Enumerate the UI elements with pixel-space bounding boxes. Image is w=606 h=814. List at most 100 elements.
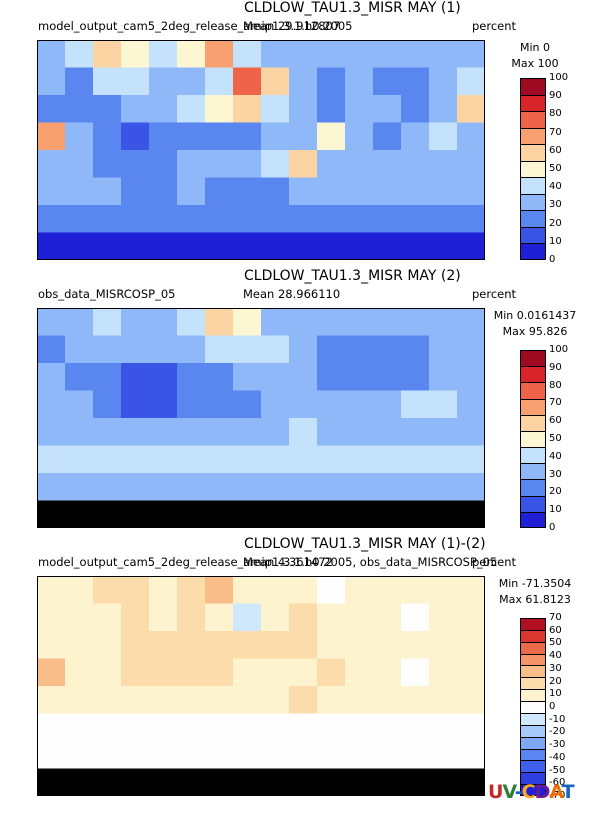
- units-label: percent: [472, 287, 517, 301]
- max-label: Max 61.8123: [499, 593, 571, 606]
- heatmap-cell: [37, 658, 66, 687]
- heatmap-cell: [121, 67, 150, 96]
- logo-letter: U: [488, 781, 503, 803]
- logo-letter: A: [549, 781, 562, 803]
- heatmap-cell: [37, 40, 66, 69]
- heatmap-cell: [205, 40, 234, 69]
- heatmap-cell: [401, 500, 430, 528]
- colorbar-swatch: [520, 479, 546, 497]
- heatmap-cell: [37, 232, 66, 260]
- heatmap-cell: [149, 686, 178, 715]
- colorbar-tick-label: -60: [549, 777, 566, 789]
- heatmap-cell: [65, 768, 94, 796]
- colorbar-swatch: [520, 618, 546, 631]
- heatmap-cell: [289, 335, 318, 364]
- heatmap-cell: [37, 768, 66, 796]
- heatmap-cell: [317, 390, 346, 419]
- colorbar-swatch: [520, 430, 546, 448]
- heatmap-cell: [317, 205, 346, 234]
- heatmap-cell: [93, 335, 122, 364]
- heatmap-cell: [289, 390, 318, 419]
- colorbar-tick-label: 50: [549, 163, 562, 174]
- heatmap-cell: [93, 67, 122, 96]
- colorbar-swatch: [520, 724, 546, 738]
- heatmap-cell: [233, 603, 262, 632]
- heatmap-cell: [93, 177, 122, 206]
- colorbar-swatch: [520, 760, 546, 773]
- heatmap-cell: [233, 713, 262, 742]
- colorbar-swatch: [520, 94, 546, 112]
- heatmap-cell: [177, 445, 206, 474]
- heatmap-cell: [289, 232, 318, 260]
- heatmap-cell: [345, 232, 374, 260]
- heatmap-cell: [149, 308, 178, 337]
- heatmap-cell: [233, 67, 262, 96]
- heatmap-cell: [261, 40, 290, 69]
- colorbar-tick-label: 20: [549, 217, 562, 229]
- colorbar-swatch: [520, 414, 546, 432]
- heatmap-cell: [401, 40, 430, 69]
- heatmap-cell: [177, 631, 206, 660]
- heatmap-cell: [401, 445, 430, 474]
- heatmap-cell: [149, 177, 178, 206]
- heatmap-cell: [317, 335, 346, 364]
- heatmap-cell: [93, 631, 122, 660]
- colorbar-tick-label: 20: [549, 675, 562, 687]
- dataset-label: model_output_cam5_2deg_release_amip1.3.1…: [38, 19, 353, 33]
- colorbar-tick-label: 40: [549, 450, 562, 462]
- min-label: Min 0: [519, 41, 550, 54]
- heatmap-cell: [401, 576, 430, 605]
- heatmap-cell: [177, 500, 206, 528]
- heatmap-cell: [205, 631, 234, 660]
- heatmap-cell: [149, 741, 178, 770]
- heatmap-cell: [289, 445, 318, 474]
- colorbar-tick-label: 90: [549, 90, 562, 102]
- colorbar-swatch: [520, 193, 546, 211]
- heatmap-cell: [233, 418, 262, 447]
- heatmap-cell: [233, 445, 262, 474]
- colorbar-swatch: [520, 160, 546, 178]
- heatmap-cell: [121, 150, 150, 179]
- heatmap-cell: [373, 473, 402, 502]
- heatmap-cell: [401, 686, 430, 715]
- heatmap-cell: [149, 150, 178, 179]
- heatmap-cell: [177, 95, 206, 124]
- max-label: Max 95.826: [502, 325, 568, 338]
- heatmap-cell: [261, 150, 290, 179]
- heatmap-cell: [261, 390, 290, 419]
- heatmap-cell: [65, 576, 94, 605]
- heatmap-cell: [345, 631, 374, 660]
- heatmap-cell: [401, 603, 430, 632]
- heatmap-cell: [205, 686, 234, 715]
- heatmap-cell: [65, 150, 94, 179]
- heatmap-cell: [457, 500, 485, 528]
- heatmap-cell: [457, 308, 485, 337]
- colorbar-tick-label: 90: [549, 361, 562, 373]
- heatmap-cell: [121, 177, 150, 206]
- colorbar-tick-label: 80: [549, 379, 562, 391]
- heatmap-cell: [261, 473, 290, 502]
- heatmap-cell: [93, 603, 122, 632]
- heatmap-cell: [121, 418, 150, 447]
- heatmap-cell: [401, 363, 430, 392]
- heatmap-cell: [401, 418, 430, 447]
- heatmap-cell: [317, 363, 346, 392]
- heatmap-cell: [289, 473, 318, 502]
- heatmap-cell: [289, 122, 318, 151]
- heatmap-cell: [37, 308, 66, 337]
- heatmap-cell: [457, 576, 485, 605]
- heatmap-cell: [233, 631, 262, 660]
- heatmap-cell: [261, 603, 290, 632]
- heatmap-cell: [429, 603, 458, 632]
- heatmap-cell: [177, 768, 206, 796]
- heatmap-cell: [205, 67, 234, 96]
- heatmap-cell: [177, 40, 206, 69]
- heatmap-cell: [429, 418, 458, 447]
- heatmap-cell: [261, 445, 290, 474]
- heatmap-cell: [373, 95, 402, 124]
- heatmap-cell: [345, 67, 374, 96]
- panel-3: CLDLOW_TAU1.3_MISR MAY (1)-(2) model_out…: [0, 536, 606, 806]
- heatmap-cell: [401, 741, 430, 770]
- heatmap-cell: [37, 335, 66, 364]
- heatmap-cell: [261, 658, 290, 687]
